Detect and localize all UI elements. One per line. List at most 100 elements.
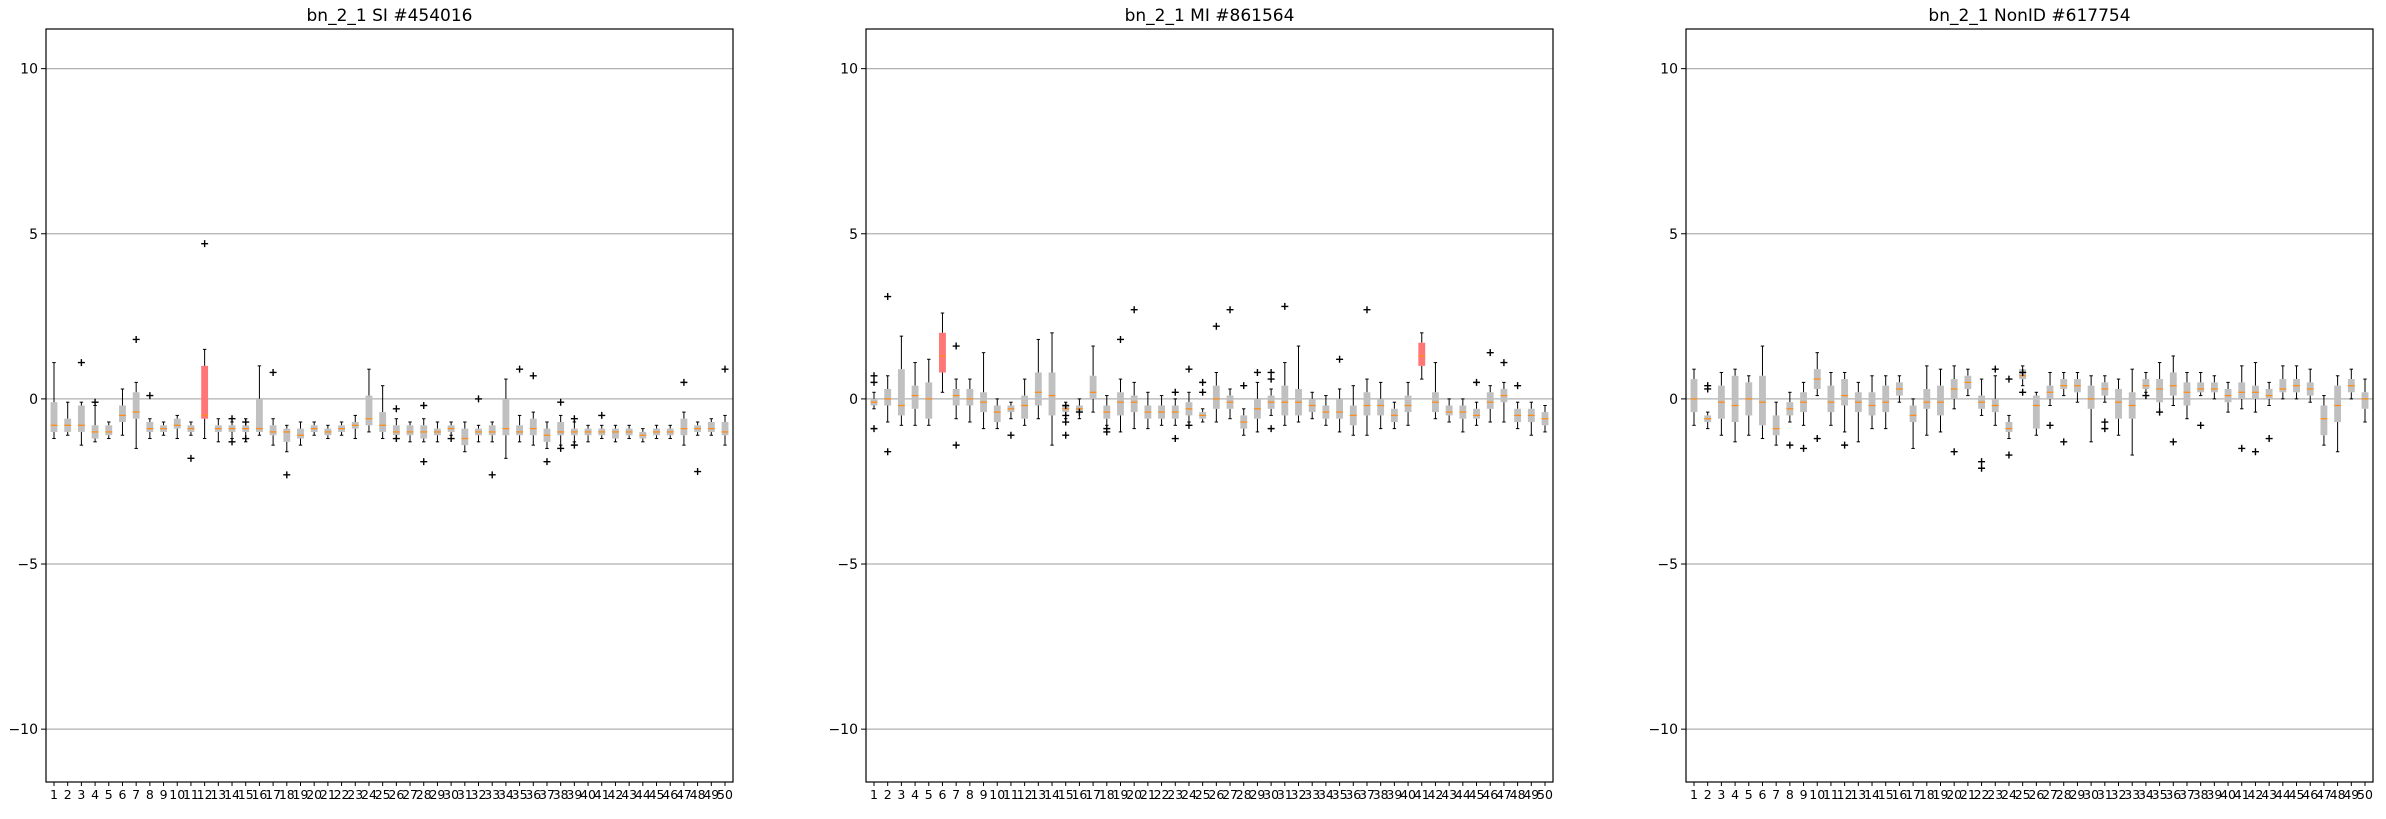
box-33 <box>1308 391 1316 420</box>
outlier-marker <box>132 335 140 343</box>
box-37 <box>543 421 551 466</box>
iqr-box <box>406 425 414 436</box>
x-tick-label: 21 <box>1960 787 1976 802</box>
iqr-box <box>2279 379 2287 393</box>
x-tick-label: 24 <box>2001 787 2017 802</box>
x-tick-label: 35 <box>512 787 528 802</box>
outlier-marker <box>1171 388 1179 396</box>
outlier-marker <box>952 342 960 350</box>
x-tick-label: 28 <box>2056 787 2072 802</box>
box-37 <box>1363 306 1371 436</box>
x-tick-label: 16 <box>1071 787 1087 802</box>
iqr-box <box>529 418 537 436</box>
x-tick-label: 36 <box>525 787 541 802</box>
box-25 <box>379 385 387 440</box>
x-tick-label: 26 <box>2028 787 2044 802</box>
box-48 <box>1514 382 1522 430</box>
x-tick-label: 21 <box>320 787 336 802</box>
iqr-box <box>119 405 126 423</box>
iqr-box <box>146 422 154 432</box>
box-7 <box>132 335 140 449</box>
x-tick-label: 48 <box>2330 787 2346 802</box>
y-tick-label: 10 <box>1660 62 1678 78</box>
box-15 <box>1062 401 1070 439</box>
x-tick-label: 4 <box>911 787 919 802</box>
x-tick-label: 2 <box>884 787 892 802</box>
x-tick-label: 7 <box>952 787 960 802</box>
outlier-marker <box>1240 382 1248 390</box>
outlier-marker <box>1841 441 1849 449</box>
outlier-marker <box>1950 448 1958 456</box>
x-tick-label: 19 <box>293 787 309 802</box>
box-48 <box>2334 375 2342 453</box>
outlier-marker <box>694 468 702 476</box>
iqr-box <box>1418 342 1426 366</box>
box-34 <box>502 378 510 459</box>
x-tick-label: 28 <box>1236 787 1252 802</box>
box-11 <box>1827 371 1835 426</box>
x-tick-label: 25 <box>2015 787 2031 802</box>
outlier-marker <box>228 415 236 423</box>
x-tick-label: 1 <box>1690 787 1698 802</box>
x-tick-label: 24 <box>1181 787 1197 802</box>
outlier-marker <box>1978 464 1986 472</box>
outlier-marker <box>1199 388 1207 396</box>
box-44 <box>2279 365 2287 400</box>
box-42 <box>2251 362 2259 456</box>
x-tick-label: 7 <box>1772 787 1780 802</box>
outlier-marker <box>557 444 565 452</box>
iqr-box <box>2060 379 2068 389</box>
outlier-marker <box>598 411 606 419</box>
iqr-box <box>1759 375 1766 426</box>
box-13 <box>214 418 222 443</box>
box-46 <box>1486 349 1494 423</box>
outlier-marker <box>680 378 688 386</box>
outlier-marker <box>1281 302 1289 310</box>
box-17 <box>1089 345 1097 413</box>
box-30 <box>2087 375 2095 443</box>
x-tick-label: 17 <box>1085 787 1101 802</box>
y-tick-label: 5 <box>1669 227 1678 243</box>
iqr-box <box>297 428 304 439</box>
box-26 <box>1212 322 1220 423</box>
x-tick-label: 41 <box>2234 787 2250 802</box>
box-19 <box>1116 335 1124 433</box>
x-tick-label: 8 <box>966 787 974 802</box>
iqr-box <box>1731 375 1739 423</box>
iqr-box <box>1841 379 1849 406</box>
x-tick-label: 25 <box>1195 787 1211 802</box>
x-tick-label: 44 <box>635 787 651 802</box>
x-tick-label: 5 <box>105 787 113 802</box>
box-5 <box>925 358 933 426</box>
outlier-marker <box>1185 421 1193 429</box>
box-32 <box>475 395 483 443</box>
x-tick-label: 48 <box>1510 787 1526 802</box>
x-tick-label: 6 <box>938 787 946 802</box>
y-tick-label: −5 <box>1657 557 1678 573</box>
x-tick-label: 28 <box>416 787 432 802</box>
outlier-marker <box>1253 368 1261 376</box>
iqr-box <box>1772 415 1780 436</box>
outlier-marker <box>1786 441 1794 449</box>
box-38 <box>557 398 565 452</box>
iqr-box <box>1868 392 1876 416</box>
box-25 <box>2019 365 2027 396</box>
iqr-box <box>557 422 565 436</box>
outlier-marker <box>570 441 578 449</box>
x-tick-label: 39 <box>566 787 582 802</box>
iqr-box <box>1281 385 1289 416</box>
box-11 <box>187 421 195 462</box>
iqr-box <box>1377 398 1385 416</box>
iqr-box <box>516 425 524 436</box>
box-43 <box>2265 381 2273 443</box>
x-tick-label: 42 <box>1427 787 1443 802</box>
x-tick-label: 47 <box>676 787 692 802</box>
iqr-box <box>1130 395 1138 413</box>
box-49 <box>707 418 715 436</box>
box-9 <box>980 352 987 430</box>
box-31 <box>1281 302 1289 426</box>
x-tick-label: 4 <box>91 787 99 802</box>
box-24 <box>365 368 373 433</box>
